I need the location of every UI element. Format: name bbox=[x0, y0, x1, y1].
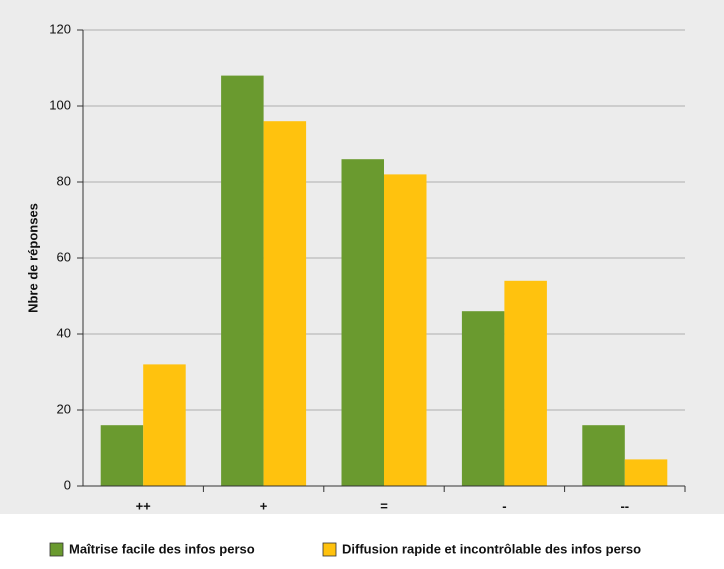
legend-label: Maîtrise facile des infos perso bbox=[69, 541, 255, 556]
bar bbox=[582, 425, 625, 486]
y-tick-label: 20 bbox=[57, 401, 71, 416]
bar bbox=[341, 159, 384, 486]
legend-swatch bbox=[322, 542, 337, 557]
y-tick-label: 120 bbox=[49, 21, 71, 36]
y-tick-label: 40 bbox=[57, 325, 71, 340]
legend-swatch bbox=[49, 542, 64, 557]
bar bbox=[504, 280, 547, 486]
y-axis-label: Nbre de réponses bbox=[25, 203, 40, 313]
x-tick-label: -- bbox=[620, 498, 629, 513]
bar bbox=[624, 459, 668, 486]
x-tick-label: = bbox=[380, 498, 388, 513]
y-tick-label: 100 bbox=[49, 97, 71, 112]
legend-label: Diffusion rapide et incontrôlable des in… bbox=[342, 541, 641, 556]
y-tick-label: 60 bbox=[57, 249, 71, 264]
x-tick-label: - bbox=[502, 498, 506, 513]
y-tick-label: 0 bbox=[64, 477, 71, 492]
y-tick-label: 80 bbox=[57, 173, 71, 188]
bar bbox=[221, 75, 264, 486]
bar bbox=[384, 174, 427, 486]
bar bbox=[263, 121, 307, 486]
x-tick-label: ++ bbox=[136, 498, 152, 513]
x-tick-label: + bbox=[260, 498, 268, 513]
bar bbox=[100, 425, 144, 486]
bar bbox=[461, 311, 505, 486]
bar bbox=[143, 364, 186, 486]
